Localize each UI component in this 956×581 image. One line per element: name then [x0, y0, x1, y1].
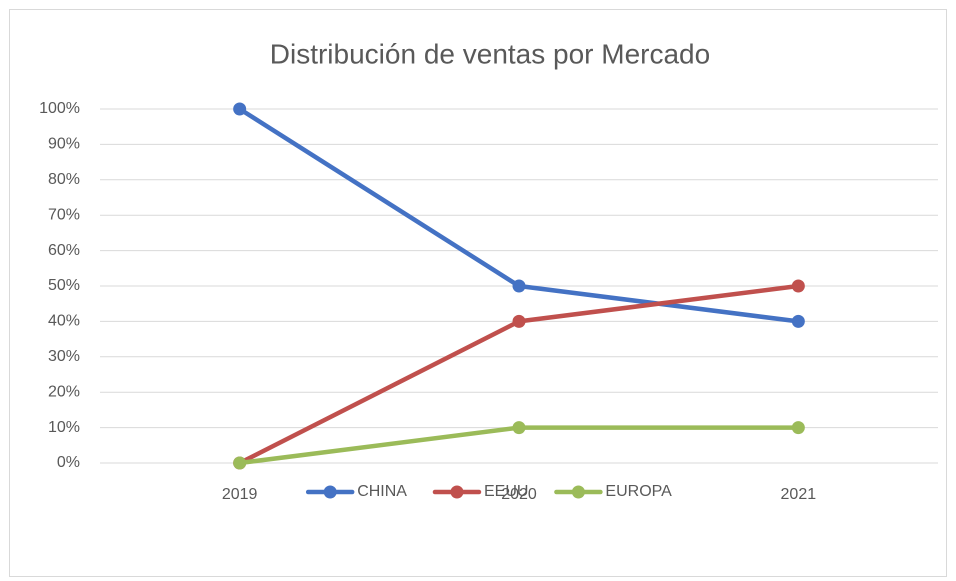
- legend-marker: [571, 485, 585, 499]
- y-tick-label: 40%: [48, 313, 80, 330]
- x-tick-label: 2019: [222, 486, 258, 503]
- y-tick-label: 60%: [48, 242, 80, 259]
- legend-item: EUROPA: [554, 483, 672, 500]
- legend-label: EUROPA: [605, 483, 672, 500]
- y-tick-label: 90%: [48, 136, 80, 153]
- legend-marker: [323, 485, 337, 499]
- y-tick-label: 80%: [48, 171, 80, 188]
- y-tick-label: 20%: [48, 383, 80, 400]
- data-point: [512, 279, 526, 293]
- chart-border: [9, 9, 947, 577]
- data-point: [791, 279, 805, 293]
- data-point: [512, 421, 526, 435]
- data-point: [791, 421, 805, 435]
- legend-label: EEUU: [484, 483, 528, 500]
- y-tick-label: 30%: [48, 348, 80, 365]
- legend-label: CHINA: [357, 483, 407, 500]
- x-tick-label: 2020: [501, 486, 537, 503]
- data-point: [233, 456, 247, 470]
- data-point: [512, 314, 526, 328]
- legend-item: EEUU: [432, 483, 528, 500]
- data-point: [233, 102, 247, 116]
- data-point: [791, 314, 805, 328]
- legend-item: CHINA: [305, 483, 407, 500]
- x-tick-label: 2021: [781, 486, 817, 503]
- y-tick-label: 100%: [39, 100, 80, 117]
- legend-marker: [450, 485, 464, 499]
- y-tick-label: 70%: [48, 206, 80, 223]
- chart-title: Distribución de ventas por Mercado: [270, 38, 710, 69]
- y-tick-label: 50%: [48, 277, 80, 294]
- y-tick-label: 0%: [57, 454, 80, 471]
- y-tick-label: 10%: [48, 419, 80, 436]
